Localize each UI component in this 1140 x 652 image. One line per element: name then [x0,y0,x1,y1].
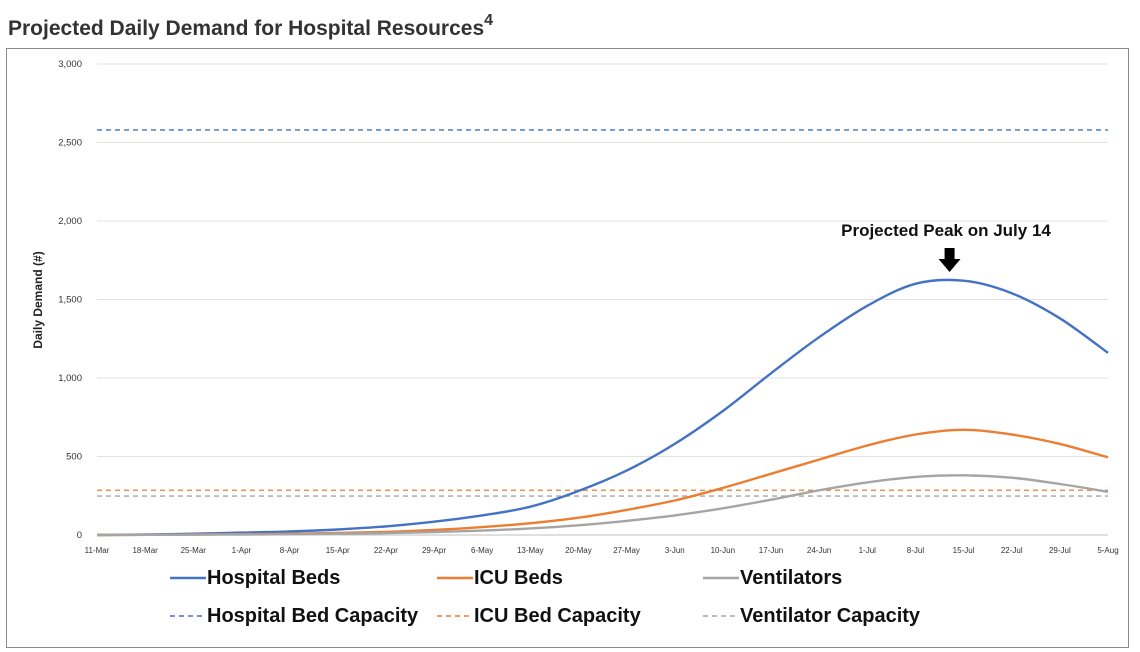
y-tick-label: 2,000 [58,216,82,227]
page-title: Projected Daily Demand for Hospital Reso… [8,12,494,41]
x-tick-label: 8-Apr [280,546,300,555]
x-tick-label: 15-Jul [953,546,975,555]
y-axis-label: Daily Demand (#) [31,251,45,348]
chart-frame [6,48,1129,648]
x-tick-label: 6-May [471,546,493,555]
y-tick-label: 1,500 [58,295,82,306]
x-tick-label: 17-Jun [759,546,783,555]
legend-label-hospital-bed-capacity: Hospital Bed Capacity [207,605,419,627]
hospital-beds-line [96,278,1109,537]
x-tick-labels: 11-Mar 18-Mar 25-Mar 1-Apr 8-Apr 15-Apr 22-Apr… [85,546,1119,555]
x-tick-label: 1-Apr [232,546,252,555]
x-tick-label: 15-Apr [326,546,350,555]
x-tick-label: 3-Jun [665,546,685,555]
down-arrow-icon [938,248,961,272]
legend-label-ventilator-capacity: Ventilator Capacity [740,605,921,627]
page-title-text: Projected Daily Demand for Hospital Reso… [8,17,485,40]
x-tick-label: 11-Mar [85,546,110,555]
x-tick-label: 29-Jul [1049,546,1071,555]
capacity-lines [97,129,1108,497]
legend-label-hospital-beds: Hospital Beds [207,567,340,589]
ventilators-line [96,474,1109,537]
legend-label-icu-bed-capacity: ICU Bed Capacity [474,605,642,627]
x-tick-label: 25-Mar [181,546,207,555]
y-tick-label: 1,000 [58,373,82,384]
x-tick-label: 20-May [565,546,592,555]
x-tick-label: 27-May [613,546,640,555]
legend-label-ventilators: Ventilators [740,567,842,589]
x-tick-label: 24-Jun [807,546,831,555]
x-tick-label: 22-Jul [1001,546,1023,555]
y-tick-label: 2,500 [58,138,82,149]
page-title-superscript: 4 [484,12,494,29]
legend: Hospital Beds ICU Beds Ventilators Hospital… [170,567,921,627]
x-tick-label: 22-Apr [374,546,398,555]
peak-annotation-label: Projected Peak on July 14 [841,221,1051,240]
x-tick-label: 10-Jun [711,546,735,555]
grid-lines [97,63,1108,536]
y-tick-label: 0 [77,530,82,541]
y-tick-label: 3,000 [58,59,82,70]
x-tick-label: 1-Jul [859,546,877,555]
x-tick-label: 29-Apr [422,546,446,555]
y-tick-label: 500 [66,452,82,463]
series-lines [96,278,1109,537]
peak-annotation: Projected Peak on July 14 [841,221,1051,272]
legend-label-icu-beds: ICU Beds [474,567,563,589]
y-tick-labels: 0 500 1,000 1,500 2,000 2,500 3,000 [58,59,82,541]
x-tick-label: 5-Aug [1097,546,1118,555]
x-tick-label: 13-May [517,546,544,555]
x-tick-label: 8-Jul [907,546,925,555]
x-tick-label: 18-Mar [132,546,158,555]
